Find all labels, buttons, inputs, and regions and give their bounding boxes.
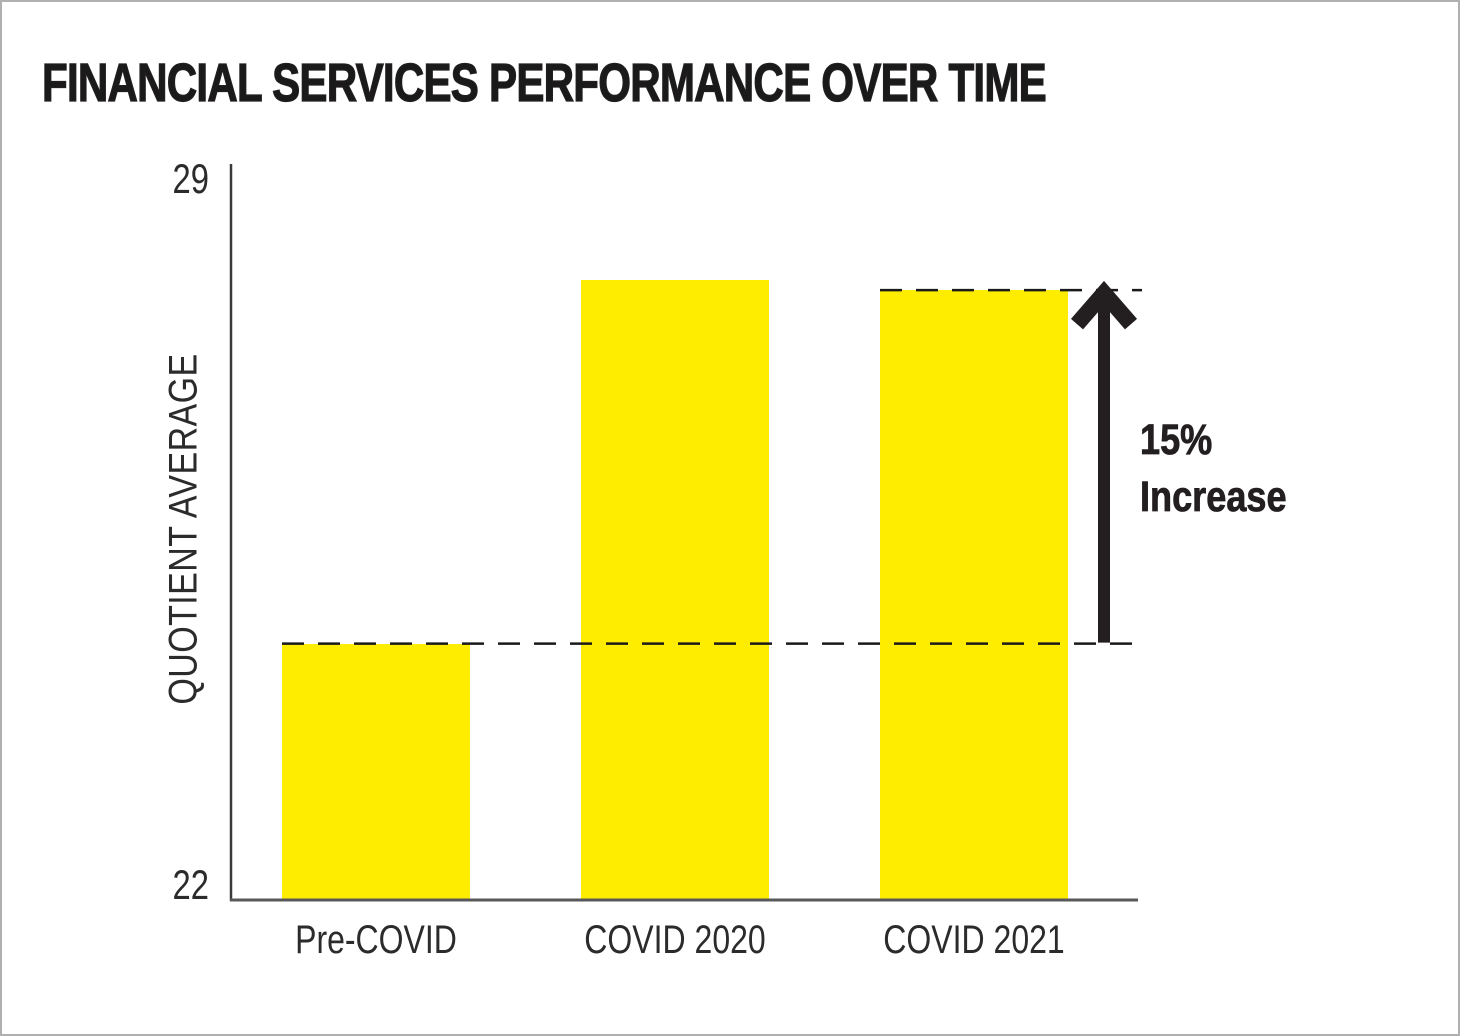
- increase-annotation: 15% Increase: [1140, 412, 1287, 526]
- bar-covid-2020: [581, 280, 769, 900]
- x-tick-covid-2021: COVID 2021: [883, 918, 1065, 962]
- increase-annotation-percent: 15%: [1140, 416, 1213, 465]
- y-tick-max: 29: [172, 155, 209, 202]
- increase-annotation-word: Increase: [1140, 473, 1287, 522]
- x-tick-pre-covid: Pre-COVID: [295, 918, 457, 962]
- increase-arrow-head: [1070, 280, 1138, 330]
- chart-title: FINANCIAL SERVICES PERFORMANCE OVER TIME: [41, 52, 1047, 113]
- y-axis-title: QUOTIENT AVERAGE: [161, 353, 206, 705]
- x-tick-covid-2020: COVID 2020: [584, 918, 766, 962]
- bar-covid-2021: [880, 290, 1068, 900]
- y-tick-min: 22: [172, 861, 209, 908]
- bar-pre-covid: [282, 643, 470, 900]
